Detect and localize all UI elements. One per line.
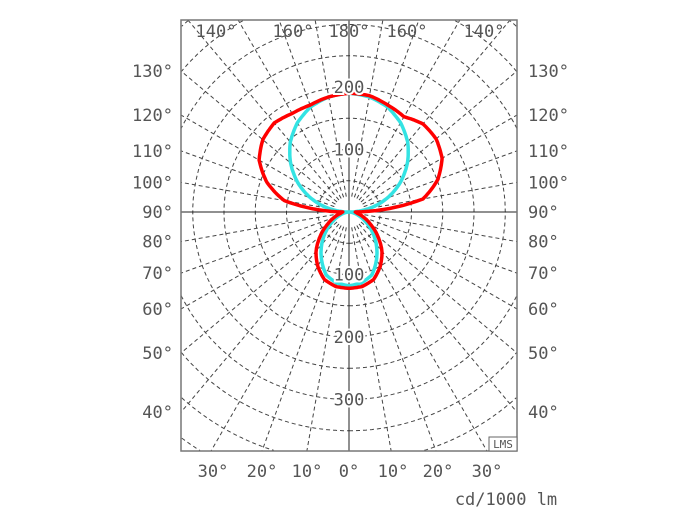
right-angle-label: 50° [528,344,559,364]
intensity-curve-1 [257,91,444,291]
top-angle-label: 160° [273,22,314,42]
ring-label: 200 [334,328,365,348]
grid-radial-line [358,19,511,201]
grid-radial-line [180,70,338,203]
bottom-angle-label: 10° [292,462,323,482]
grid-radial-line [362,219,518,310]
grid-radial-line [180,223,340,413]
left-angle-label: 120° [132,106,173,126]
bottom-angle-label: 30° [198,462,229,482]
lms-badge [488,436,518,452]
left-angle-label: 40° [142,403,173,423]
right-angle-label: 40° [528,403,559,423]
right-angle-label: 110° [528,142,569,162]
right-angle-label: 100° [528,173,569,193]
grid-radial-line [353,226,437,452]
bottom-angle-label: 0° [339,462,359,482]
grid-radial-line [360,221,518,354]
unit-label: cd/1000 lm [455,490,557,510]
right-angle-label: 90° [528,203,559,223]
ring-label: 200 [334,78,365,98]
right-angle-label: 70° [528,264,559,284]
top-angle-label: 140° [196,22,237,42]
ring-label: 100 [334,141,365,161]
grid-radial-line [364,181,518,210]
ring-label: 300 [334,391,365,411]
right-angle-label: 130° [528,62,569,82]
grid-radial-line [180,150,335,208]
left-angle-label: 50° [142,344,173,364]
right-angle-label: 80° [528,233,559,253]
left-angle-label: 70° [142,264,173,284]
grid-radial-line [180,216,335,274]
grid-radial-line [180,221,338,354]
grid-radial-line [314,19,347,197]
grid-radial-line [356,225,488,452]
curves [257,91,444,291]
grid-radial-line [358,223,518,413]
grid-radial-line [261,226,345,452]
grid-radial-line [360,70,518,203]
grid-radial-line [356,19,461,199]
bottom-angle-label: 30° [472,462,503,482]
grid-radial-line [351,227,392,452]
right-angle-label: 60° [528,300,559,320]
grid-radial-line [364,214,518,243]
grid-radial-line [363,216,518,274]
grid-ring [180,24,518,400]
right-angle-label: 120° [528,106,569,126]
grid-radial-line [210,225,342,452]
bottom-angle-label: 20° [247,462,278,482]
top-angle-label: 140° [464,22,505,42]
left-angle-label: 100° [132,173,173,193]
left-angle-label: 110° [132,142,173,162]
left-angle-label: 90° [142,203,173,223]
grid-radial-line [180,114,336,205]
top-angle-label: 180° [329,22,370,42]
top-angle-label: 160° [387,22,428,42]
left-angle-label: 60° [142,300,173,320]
grid-radial-line [363,150,518,208]
lms-badge-text: LMS [493,438,513,451]
left-angle-label: 130° [132,62,173,82]
grid-radial-line [237,19,342,199]
ring-label: 100 [334,266,365,286]
labels: 100 200 100 200 300 140° 160° 180° 160° 140° 30° 20… [132,22,569,510]
grid-radial-line [180,214,334,243]
plot-frame [180,19,518,452]
grid-radial-line [351,19,384,197]
grid-radial-line [362,114,518,205]
bottom-angle-label: 10° [378,462,409,482]
left-angle-label: 80° [142,233,173,253]
bottom-angle-label: 20° [423,462,454,482]
grid-radial-line [180,219,336,310]
grid-radial-line [306,227,347,452]
grid-radial-line [180,181,334,210]
